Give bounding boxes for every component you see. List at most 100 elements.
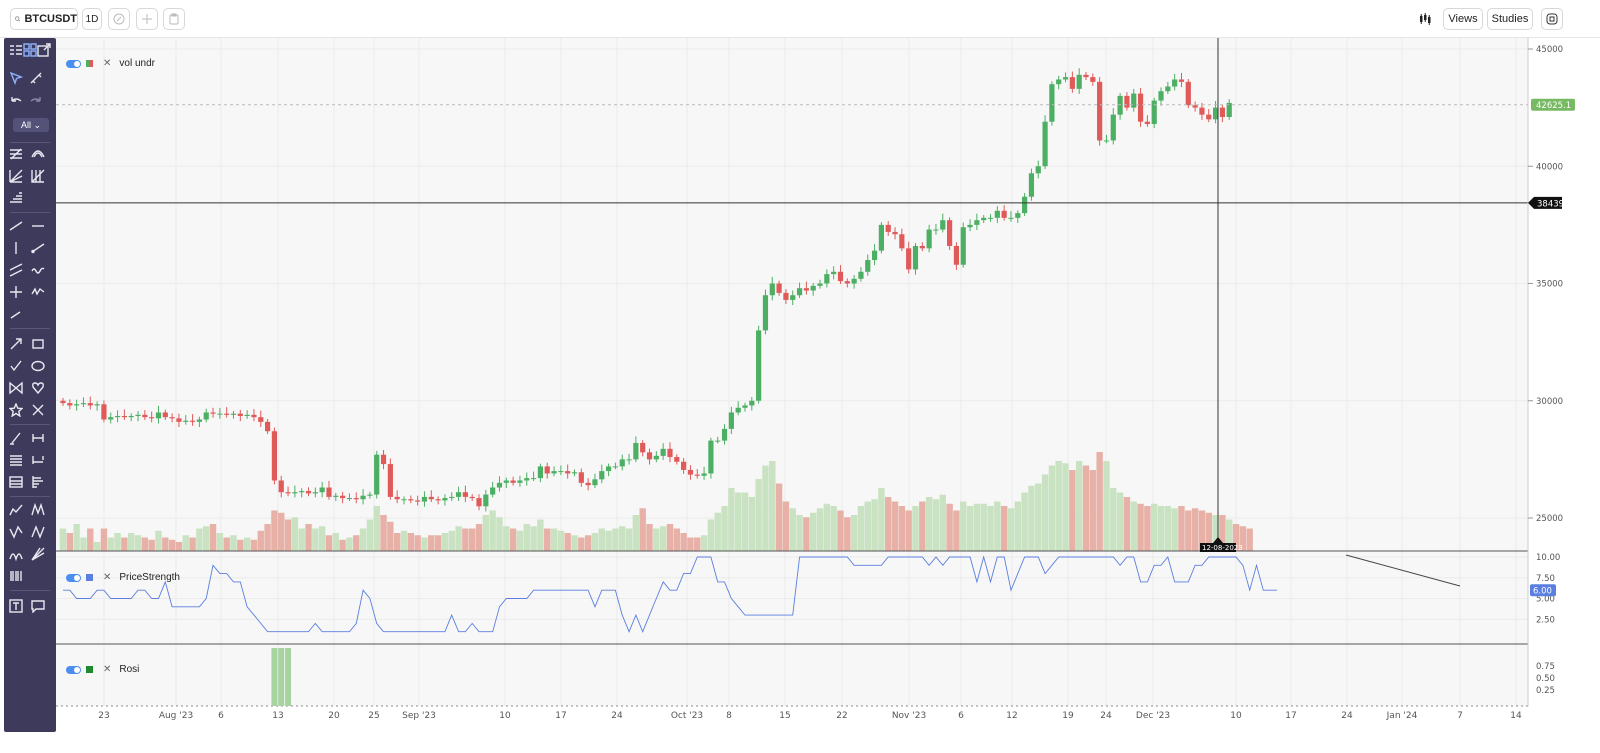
volume-bar	[305, 524, 312, 551]
arrow-icon[interactable]	[8, 336, 24, 352]
candle-body	[960, 227, 966, 265]
clipboard-button[interactable]	[163, 8, 185, 30]
volume-bar	[728, 488, 735, 551]
close-icon[interactable]: ✕	[103, 664, 112, 675]
volume-bar	[721, 506, 728, 551]
channel-icon[interactable]	[8, 262, 24, 278]
strength-value-tag	[1530, 584, 1556, 597]
views-button[interactable]: Views	[1443, 8, 1483, 30]
undo-icon[interactable]	[8, 94, 24, 110]
crosshair-icon[interactable]	[8, 284, 24, 300]
color-swatch[interactable]	[86, 60, 93, 67]
volume-bar	[175, 542, 183, 551]
barcode-icon[interactable]	[8, 568, 24, 584]
volume-bar	[816, 508, 824, 551]
filter-dropdown[interactable]: All ⌄	[13, 118, 49, 132]
pattern-icon[interactable]	[8, 502, 24, 518]
wave-icon[interactable]	[30, 262, 46, 278]
cross-icon[interactable]	[30, 402, 46, 418]
visibility-toggle[interactable]	[66, 573, 81, 582]
volume-bar	[489, 510, 496, 551]
grid-icon[interactable]	[22, 42, 38, 58]
volume-bar	[1075, 461, 1083, 551]
xabcd-icon[interactable]	[30, 524, 46, 540]
bowtie-icon[interactable]	[8, 380, 24, 396]
candle-body	[496, 482, 503, 488]
close-icon[interactable]: ✕	[103, 572, 112, 583]
interval-button[interactable]: 1D	[82, 8, 102, 30]
search-icon	[15, 16, 21, 22]
volume-bar	[905, 510, 912, 551]
price-tick-label: 30000	[1536, 397, 1563, 407]
visibility-toggle[interactable]	[66, 665, 81, 674]
studies-button[interactable]: Studies	[1487, 8, 1533, 30]
gann-icon[interactable]	[30, 168, 46, 184]
add-button[interactable]	[136, 8, 158, 30]
volume-bar	[66, 533, 74, 551]
price-tick-label: 40000	[1536, 162, 1563, 172]
range-icon[interactable]	[30, 430, 46, 446]
signature-icon[interactable]	[30, 284, 46, 300]
levels-icon[interactable]	[8, 188, 24, 204]
date-range-icon[interactable]	[30, 452, 46, 468]
chart-area[interactable]: 45000 40000 35000 30000 25000 10.00 7.50 5.00 2.…	[56, 38, 1600, 753]
table-icon[interactable]	[8, 474, 24, 490]
time-tick-label: 14	[1510, 711, 1522, 721]
comment-icon[interactable]	[30, 598, 46, 614]
arc-icon[interactable]	[30, 146, 46, 162]
popout-icon[interactable]	[36, 42, 52, 58]
settings-button[interactable]	[1541, 8, 1563, 30]
volume-bar	[216, 533, 224, 551]
star-icon[interactable]	[8, 402, 24, 418]
candle-body	[258, 417, 264, 422]
check-icon[interactable]	[8, 358, 24, 374]
elliott-icon[interactable]	[30, 502, 46, 518]
candle-body	[749, 400, 755, 406]
list-icon[interactable]	[8, 42, 24, 58]
candle-body	[469, 496, 475, 499]
color-swatch[interactable]	[86, 574, 93, 581]
volume-bar	[946, 503, 953, 551]
volume-bar	[939, 494, 946, 551]
candle-body	[121, 415, 127, 418]
brush-icon[interactable]	[8, 430, 24, 446]
ray-icon[interactable]	[30, 240, 46, 256]
candle-body	[708, 440, 714, 474]
close-icon[interactable]: ✕	[103, 58, 112, 69]
ellipse-icon[interactable]	[30, 358, 46, 374]
candle-body	[1015, 213, 1021, 218]
volume-bar	[189, 537, 196, 551]
lines-icon[interactable]	[8, 452, 24, 468]
text-icon[interactable]	[8, 598, 24, 614]
pen-icon[interactable]	[8, 306, 24, 322]
vline-icon[interactable]	[8, 240, 24, 256]
trendline-icon[interactable]	[8, 218, 24, 234]
visibility-toggle[interactable]	[66, 59, 81, 68]
symbol-search[interactable]: BTCUSDT	[10, 8, 78, 30]
cycles-icon[interactable]	[8, 546, 24, 562]
edit-button[interactable]	[108, 8, 130, 30]
candle-body	[824, 274, 830, 284]
fan-lines-icon[interactable]	[30, 546, 46, 562]
abcd-icon[interactable]	[8, 524, 24, 540]
price-strength-legend: ✕ PriceStrength	[66, 572, 180, 583]
candle-body	[558, 471, 564, 473]
rectangle-icon[interactable]	[30, 336, 46, 352]
chart-type-button[interactable]	[1411, 8, 1439, 30]
fan-icon[interactable]	[8, 168, 24, 184]
fib-icon[interactable]	[8, 146, 24, 162]
color-swatch[interactable]	[86, 666, 93, 673]
price-strength-line	[63, 555, 1277, 633]
candle-body	[80, 403, 87, 405]
chart-canvas[interactable]: 45000 40000 35000 30000 25000 10.00 7.50 5.00 2.…	[56, 38, 1600, 753]
redo-icon[interactable]	[28, 94, 44, 110]
volume-profile-icon[interactable]	[30, 474, 46, 490]
volume-bar	[762, 465, 769, 551]
heart-icon[interactable]	[30, 380, 46, 396]
volume-bar	[1232, 524, 1240, 551]
cursor-icon[interactable]	[8, 70, 24, 86]
candle-body	[135, 414, 141, 416]
hline-icon[interactable]	[30, 218, 46, 234]
rosi-legend: ✕ Rosi	[66, 664, 139, 675]
ruler-icon[interactable]	[28, 70, 44, 86]
